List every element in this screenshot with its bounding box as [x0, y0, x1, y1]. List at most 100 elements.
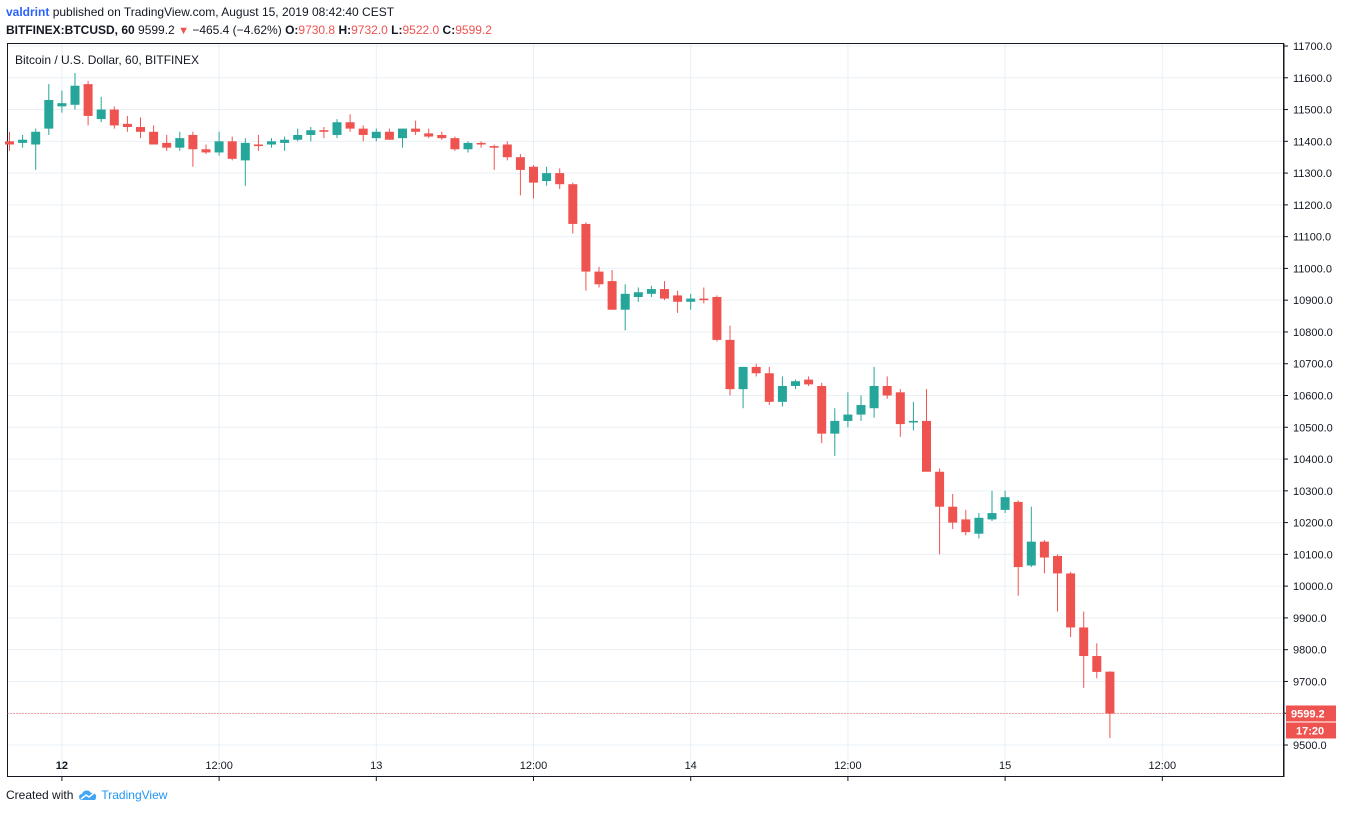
candle: [201, 144, 211, 155]
open-value: 9730.8: [298, 23, 336, 37]
candle-body: [18, 139, 28, 143]
candle: [280, 136, 290, 151]
candle-body: [5, 141, 14, 145]
candle: [502, 141, 512, 161]
candle: [1079, 611, 1089, 688]
time-tick-label: 15: [999, 760, 1011, 772]
price-tick-label: 10900.0: [1293, 295, 1333, 307]
candle: [18, 134, 28, 148]
candle-body: [398, 128, 407, 139]
candle-body: [1079, 627, 1089, 657]
candle: [1000, 490, 1010, 514]
candle: [1092, 643, 1102, 679]
candle-body: [804, 379, 814, 385]
candle: [777, 376, 787, 407]
candle: [489, 144, 499, 170]
tradingview-link[interactable]: TradingView: [101, 788, 168, 802]
candle: [5, 131, 14, 151]
candle-body: [777, 385, 787, 402]
time-axis[interactable]: 12 12:00 13 12:00 14 12:00 15 12:00: [56, 760, 1176, 781]
price-tick-label: 9500.0: [1293, 740, 1327, 752]
publish-info: valdrint published on TradingView.com, A…: [6, 5, 394, 19]
candle: [267, 138, 276, 148]
author-name[interactable]: valdrint: [6, 5, 50, 19]
candle: [463, 141, 473, 153]
candle-body: [267, 141, 276, 145]
candle: [804, 376, 814, 386]
candle: [948, 493, 958, 529]
candle-body: [581, 223, 591, 272]
candle: [149, 125, 159, 145]
candle-body: [96, 109, 106, 120]
candle: [856, 395, 866, 421]
candle: [817, 382, 827, 444]
candle: [660, 281, 669, 301]
candle: [240, 138, 250, 186]
symbol-legend: BITFINEX:BTCUSD, 60 9599.2 ▼ −465.4 (−4.…: [6, 23, 492, 37]
candle: [122, 115, 132, 132]
candle-body: [122, 123, 132, 128]
candle-body: [1092, 656, 1102, 672]
candle-body: [738, 366, 748, 390]
candle: [136, 117, 145, 139]
candle-body: [502, 144, 512, 158]
candle-body: [791, 381, 800, 386]
candle-body: [646, 289, 656, 294]
price-tick-label: 9700.0: [1293, 676, 1327, 688]
candle-body: [974, 517, 984, 534]
candle: [935, 468, 945, 555]
candle-body: [895, 392, 905, 425]
candle: [1105, 671, 1115, 739]
candle-body: [253, 144, 263, 147]
time-tick-label: 13: [370, 760, 382, 772]
price-tick-label: 10100.0: [1293, 549, 1333, 561]
candle: [162, 134, 172, 151]
candle-body: [214, 141, 224, 153]
candle: [607, 269, 617, 310]
candle: [398, 128, 407, 148]
time-tick-label: 12:00: [1149, 760, 1177, 772]
candle-body: [201, 149, 211, 153]
price-tick-label: 10500.0: [1293, 422, 1333, 434]
candle-body: [515, 157, 525, 170]
candle-body: [751, 366, 761, 374]
candle-body: [869, 385, 879, 409]
candle: [411, 120, 421, 135]
candle-body: [332, 122, 342, 135]
candle: [751, 363, 761, 377]
close-label: C:: [442, 23, 456, 37]
footer: Created with TradingView: [6, 788, 167, 802]
candle: [843, 392, 853, 428]
candle: [987, 490, 997, 522]
candle-body: [109, 109, 119, 126]
price-tick-label: 10800.0: [1293, 327, 1333, 339]
candle-body: [620, 293, 630, 310]
candle: [699, 287, 709, 304]
candle-body: [293, 134, 303, 140]
candle: [1053, 554, 1062, 612]
price-axis[interactable]: 11700.0 11600.0 11500.0 11400.0 11300.0 11200…: [1284, 41, 1333, 752]
candle-body: [1000, 497, 1010, 510]
candle-body: [1066, 573, 1076, 628]
candle-body: [489, 146, 499, 148]
candle: [725, 325, 735, 396]
candle-body: [384, 131, 394, 140]
candle: [515, 154, 525, 196]
price-tick-label: 11500.0: [1293, 105, 1332, 117]
candle: [424, 128, 434, 139]
candle-body: [987, 513, 997, 520]
candle: [908, 401, 918, 431]
candle: [686, 293, 696, 310]
candle: [961, 509, 971, 536]
candle-body: [358, 128, 368, 135]
plot-frame: [7, 43, 1284, 777]
candle-body: [817, 385, 827, 434]
symbol-name: BITFINEX:BTCUSD, 60: [6, 23, 135, 37]
price-tick-label: 11100.0: [1293, 232, 1331, 244]
candle-body: [1026, 541, 1036, 566]
candle: [791, 379, 800, 390]
candle: [646, 285, 656, 298]
candle: [96, 96, 106, 123]
candle: [882, 376, 892, 399]
